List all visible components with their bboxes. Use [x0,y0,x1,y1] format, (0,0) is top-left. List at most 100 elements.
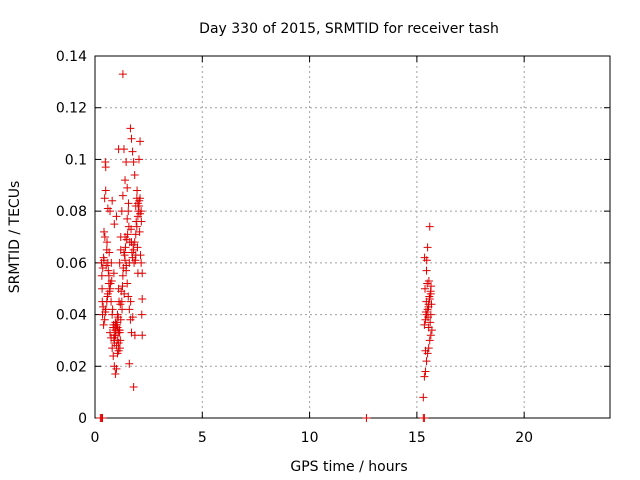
data-point [123,183,132,192]
data-point [112,212,121,221]
data-point [135,196,144,205]
data-point [425,292,434,301]
x-tick-label: 20 [515,430,533,446]
data-point [121,243,130,252]
data-point [100,194,109,203]
data-point [101,186,110,195]
data-point [137,217,146,226]
x-tick-label: 5 [198,430,207,446]
data-point [108,344,117,353]
data-point [427,282,436,291]
data-point [99,320,108,329]
x-tick-label: 0 [91,430,100,446]
data-point [103,204,112,213]
data-point [127,238,136,247]
data-point [100,256,109,265]
data-point [109,269,118,278]
data-point [108,305,117,314]
y-tick-label: 0.12 [56,101,87,117]
data-point [100,233,109,241]
data-point [123,214,132,223]
data-point [120,289,129,298]
data-point [424,323,433,332]
data-point [108,196,117,205]
data-point [122,261,131,270]
data-point [128,147,137,156]
data-point [422,266,431,275]
x-axis-label: GPS time / hours [290,459,407,475]
data-point [426,318,435,327]
data-point [104,271,113,280]
data-point [421,346,430,355]
data-point [362,414,371,422]
data-point [136,209,145,218]
data-point [107,276,116,285]
data-point [102,297,111,306]
data-point [118,305,127,314]
data-point [135,227,144,236]
data-point [118,191,127,200]
data-point [131,251,140,260]
data-point [114,145,123,154]
data-points [96,70,436,422]
data-point [99,302,108,311]
data-point [134,155,143,164]
data-point [424,276,433,285]
data-point [116,300,125,309]
data-point [422,357,431,366]
data-point [421,307,430,316]
data-point [422,256,431,265]
data-point [124,292,133,301]
data-point [103,292,112,301]
data-point [122,235,131,244]
x-tick-labels: 0 5 10 15 20 [91,430,534,446]
axis-ticks [94,55,610,419]
data-point [421,284,430,293]
data-point [422,297,431,306]
data-point [98,414,107,422]
data-point [129,382,138,391]
data-point [115,258,124,267]
data-point [118,282,127,291]
data-point [130,331,139,340]
data-point [426,310,435,319]
data-point [112,320,121,329]
data-point [138,331,147,340]
data-point [420,414,429,422]
data-point [128,313,137,322]
y-tick-label: 0.1 [65,152,87,168]
data-point [107,258,116,267]
data-point [426,331,435,340]
data-point [109,351,118,360]
data-point [129,158,138,167]
data-point [121,176,130,185]
data-point [127,134,136,143]
y-tick-label: 0.04 [56,308,87,324]
data-point [110,220,119,229]
y-tick-label: 0.08 [56,204,87,220]
y-tick-label: 0.02 [56,359,87,375]
data-point [125,305,134,314]
y-tick-labels: 0 0.02 0.04 0.06 0.08 0.1 0.12 0.14 [56,49,87,427]
data-point [420,372,429,381]
data-point [112,364,121,373]
data-point [136,137,145,146]
data-point [97,271,106,280]
data-point [123,230,132,239]
data-point [101,307,110,316]
data-point [419,393,428,402]
data-point [111,370,120,379]
data-point [137,310,146,319]
data-point [133,269,142,278]
chart-title: Day 330 of 2015, SRMTID for receiver tas… [199,21,499,37]
data-point [420,320,429,329]
data-point [138,295,147,304]
data-point [105,248,114,257]
y-tick-label: 0.14 [56,49,87,65]
data-point [124,207,133,216]
data-point [112,341,121,350]
data-point [425,336,434,345]
grid [95,56,610,418]
data-point [423,243,432,252]
